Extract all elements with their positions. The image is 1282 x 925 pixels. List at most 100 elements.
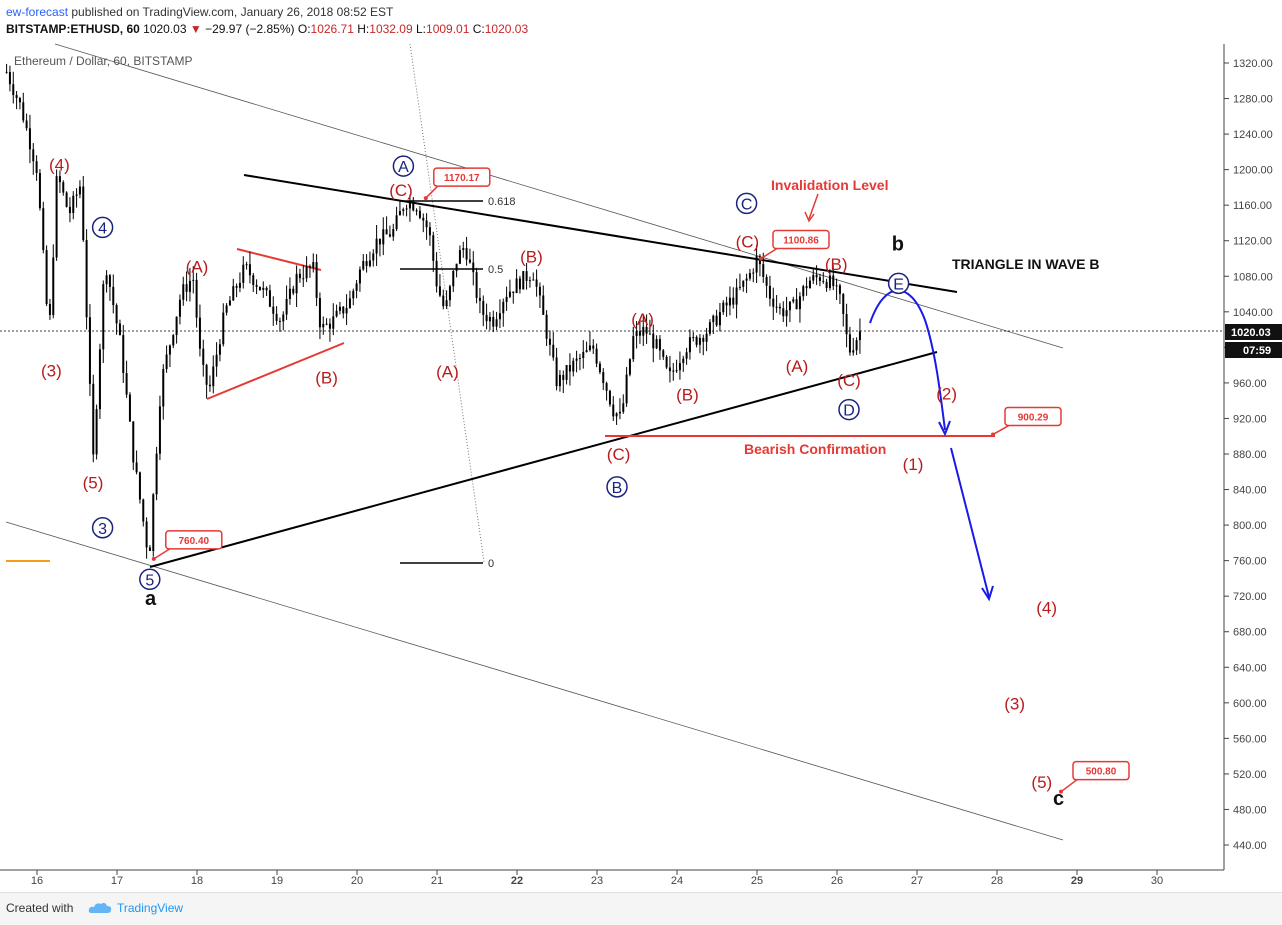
candle-body xyxy=(38,173,41,209)
candle-body xyxy=(812,274,815,281)
candle-body xyxy=(702,337,705,342)
candle-body xyxy=(715,315,718,326)
price-tick-label: 1040.00 xyxy=(1233,307,1273,319)
wave-label-red: (A) xyxy=(631,310,654,329)
candle-body xyxy=(438,286,441,296)
candle-body xyxy=(738,286,741,288)
wave-label-red: (B) xyxy=(825,255,848,274)
time-tick-label: 16 xyxy=(31,875,43,887)
candle-body xyxy=(408,202,411,209)
flag-lower-line xyxy=(206,342,345,400)
callout-pointer xyxy=(425,185,439,199)
price-callout-label: 1170.17 xyxy=(444,173,480,184)
candle-body xyxy=(492,316,495,327)
candle-body xyxy=(25,120,28,129)
candle-body xyxy=(535,279,538,287)
price-tick-label: 1080.00 xyxy=(1233,271,1273,283)
wave-label-blue: C xyxy=(741,196,753,213)
candle-body xyxy=(805,286,808,289)
candle-body xyxy=(838,285,841,294)
price-tick-label: 560.00 xyxy=(1233,733,1267,745)
candle-body xyxy=(112,286,115,306)
wave-label-blue: A xyxy=(398,159,409,176)
candle-body xyxy=(302,278,305,280)
candle-body xyxy=(95,409,98,455)
candle-body xyxy=(498,313,501,320)
publisher-link[interactable]: ew-forecast xyxy=(6,5,69,19)
candle-body xyxy=(305,266,308,279)
price-callout-label: 900.29 xyxy=(1018,412,1049,423)
candle-body xyxy=(278,320,281,322)
candle-body xyxy=(92,383,95,455)
candle-body xyxy=(395,215,398,230)
candle-body xyxy=(825,281,828,288)
candle-body xyxy=(212,366,215,387)
price-axis[interactable] xyxy=(1224,44,1282,892)
wave-label-red: (C) xyxy=(389,181,413,200)
candle-body xyxy=(175,316,178,336)
candle-body xyxy=(485,314,488,322)
price-tick-label: 840.00 xyxy=(1233,485,1267,497)
candle-body xyxy=(778,306,781,309)
candle-body xyxy=(308,266,311,268)
candle-body xyxy=(435,260,438,287)
time-tick-label: 23 xyxy=(591,875,603,887)
price-tick-label: 1200.00 xyxy=(1233,165,1273,177)
candle-body xyxy=(475,272,478,298)
candle-body xyxy=(555,357,558,387)
candle-body xyxy=(605,383,608,391)
fib-level-label: 0.618 xyxy=(488,196,516,208)
candle-body xyxy=(685,352,688,359)
candle-body xyxy=(235,286,238,288)
candle-body xyxy=(588,345,591,351)
tradingview-brand-link[interactable]: TradingView xyxy=(117,901,184,915)
candle-body xyxy=(62,182,65,193)
candle-body xyxy=(165,354,168,370)
triangle-upper-line xyxy=(243,174,958,293)
candle-body xyxy=(142,499,145,522)
price-tick-label: 1120.00 xyxy=(1233,236,1272,248)
candle-body xyxy=(635,331,638,337)
candle-body xyxy=(522,271,525,290)
candle-body xyxy=(322,324,325,328)
candle-body xyxy=(195,279,198,318)
candle-body xyxy=(432,235,435,261)
candle-body xyxy=(155,453,158,495)
price-callout-box xyxy=(1072,760,1130,781)
price-tick-label: 760.00 xyxy=(1233,556,1267,568)
candle-body xyxy=(135,462,138,473)
candle-body xyxy=(548,338,551,345)
candle-body xyxy=(312,262,315,268)
candle-body xyxy=(638,331,641,336)
candle-body xyxy=(288,288,291,299)
candle-body xyxy=(185,284,188,292)
price-chart[interactable]: Ethereum / Dollar, 60, BITSTAMP 0.618 0.5… xyxy=(0,0,1282,892)
candle-body xyxy=(205,364,208,385)
wave-label-blue: D xyxy=(843,403,855,420)
fib-level-label: 0 xyxy=(488,558,494,570)
candle-body xyxy=(512,291,515,294)
candle-body xyxy=(115,305,118,324)
candle-body xyxy=(625,374,628,404)
candle-body xyxy=(238,282,241,288)
wave-label-red: (C) xyxy=(607,445,631,464)
current-price-label: 1020.03 xyxy=(1231,327,1271,339)
candle-body xyxy=(668,367,671,372)
candle-body xyxy=(842,293,845,314)
triangle-label: TRIANGLE IN WAVE B xyxy=(952,256,1100,272)
time-tick-label: 24 xyxy=(671,875,683,887)
symbol-label: BITSTAMP:ETHUSD, 60 xyxy=(6,22,140,36)
candle-body xyxy=(168,345,171,355)
candle-body xyxy=(158,406,161,454)
candle-body xyxy=(818,277,821,281)
wave-label-red: (A) xyxy=(786,357,809,376)
wave-circle xyxy=(838,398,860,421)
candle-body xyxy=(102,284,105,350)
high-label: H: xyxy=(357,22,370,36)
candle-body xyxy=(22,102,25,121)
candle-body xyxy=(478,297,481,301)
lower-channel-line xyxy=(5,521,1064,841)
arrow-head-icon xyxy=(804,211,815,223)
arrow-head-icon xyxy=(981,585,994,602)
candle-body xyxy=(765,276,768,286)
